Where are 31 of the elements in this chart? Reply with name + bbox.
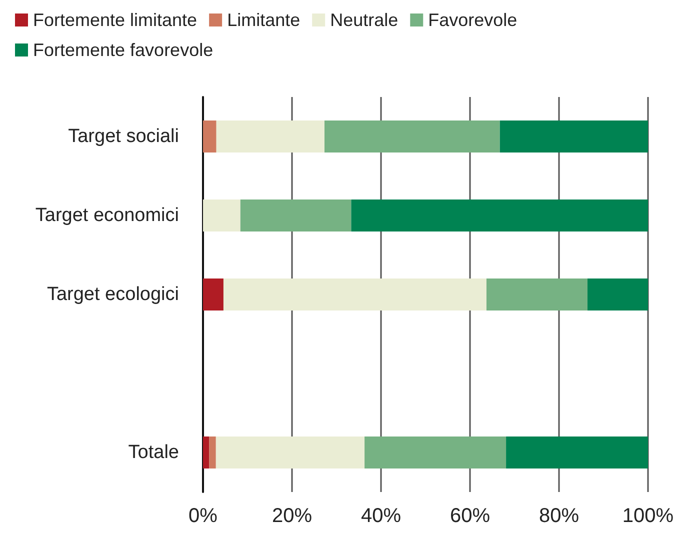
legend-label: Fortemente limitante [33, 10, 198, 30]
x-tick-label: 0% [188, 505, 218, 527]
y-tick-label: Totale [128, 442, 179, 463]
bar [506, 436, 648, 468]
bar [364, 436, 506, 468]
bar [203, 278, 224, 310]
bar [240, 200, 352, 232]
x-tick-label: 100% [622, 505, 674, 527]
bar [216, 120, 324, 152]
bar [351, 200, 648, 232]
y-tick-label: Target economici [35, 205, 179, 226]
x-tick-label: 40% [360, 505, 402, 527]
bar [500, 120, 648, 152]
legend-label: Neutrale [330, 10, 398, 30]
legend-label: Limitante [227, 10, 300, 30]
legend-label: Fortemente favorevole [33, 40, 214, 60]
bar [324, 120, 500, 152]
y-tick-label: Target ecologici [46, 284, 179, 305]
legend-label: Favorevole [428, 10, 518, 30]
bar [587, 278, 648, 310]
x-tick-label: 20% [272, 505, 312, 527]
bar [203, 200, 240, 232]
x-tick-label: 60% [450, 505, 490, 527]
bar [203, 436, 210, 468]
bar [223, 278, 486, 310]
bar [216, 436, 365, 468]
bar [203, 120, 216, 152]
bar [209, 436, 216, 468]
bar [486, 278, 588, 310]
x-tick-label: 80% [538, 505, 580, 527]
y-tick-label: Target sociali [68, 126, 179, 147]
